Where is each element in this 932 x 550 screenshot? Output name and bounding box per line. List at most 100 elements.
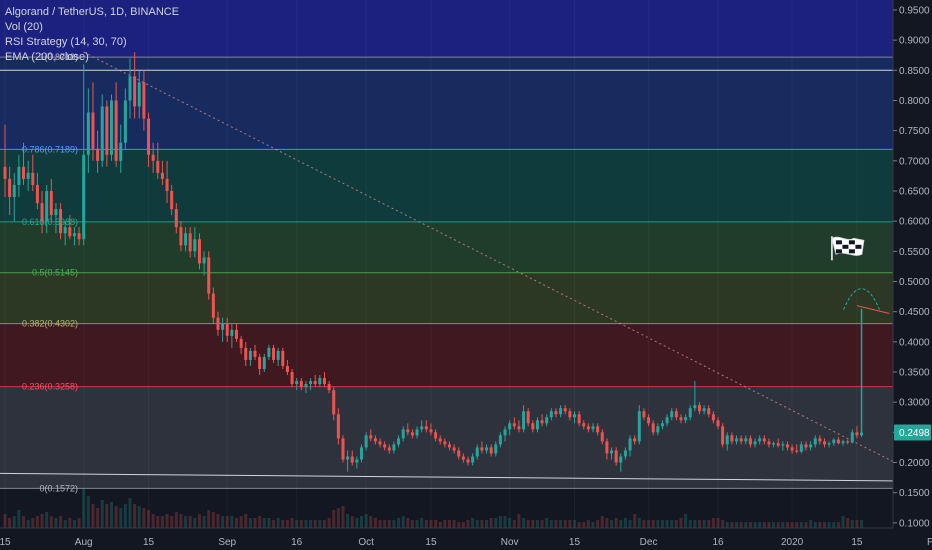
candle[interactable] [693, 381, 697, 412]
candle[interactable] [211, 287, 215, 324]
candle[interactable] [707, 405, 711, 418]
candle[interactable] [420, 420, 424, 433]
candle[interactable] [188, 227, 192, 258]
candle[interactable] [49, 178, 53, 222]
candle[interactable] [35, 172, 39, 210]
candle[interactable] [633, 435, 637, 445]
candle[interactable] [54, 203, 58, 234]
candle[interactable] [559, 405, 563, 418]
candle[interactable] [387, 444, 391, 454]
candle[interactable] [480, 441, 484, 454]
candle[interactable] [424, 420, 428, 433]
candle[interactable] [364, 432, 368, 451]
candle[interactable] [443, 438, 447, 448]
candle[interactable] [813, 435, 817, 448]
candle[interactable] [299, 378, 303, 391]
candle[interactable] [193, 227, 197, 258]
candle[interactable] [355, 456, 359, 469]
candle[interactable] [762, 435, 766, 445]
target-line[interactable] [856, 305, 890, 314]
candle[interactable] [748, 435, 752, 448]
candle[interactable] [3, 124, 7, 198]
candle[interactable] [128, 58, 132, 119]
candle[interactable] [735, 435, 739, 445]
legend-symbol[interactable]: Algorand / TetherUS, 1D, BINANCE [5, 6, 180, 18]
candle[interactable] [235, 323, 238, 342]
candle[interactable] [804, 441, 808, 451]
candle[interactable] [605, 438, 609, 460]
candle[interactable] [855, 426, 859, 439]
candle[interactable] [540, 414, 544, 427]
flag-icon[interactable] [831, 236, 865, 261]
candle[interactable] [799, 441, 803, 454]
candle[interactable] [346, 450, 350, 472]
candle[interactable] [832, 438, 836, 446]
candles[interactable] [3, 52, 864, 472]
candle[interactable] [684, 414, 688, 424]
candle[interactable] [63, 221, 67, 246]
candle[interactable] [285, 359, 289, 376]
candle[interactable] [670, 408, 674, 421]
arc-drawing[interactable] [843, 288, 881, 310]
legend-ema[interactable]: EMA (200, close) [5, 51, 89, 63]
candle[interactable] [313, 375, 317, 388]
candle[interactable] [591, 423, 595, 433]
candle[interactable] [26, 160, 30, 191]
candle[interactable] [841, 439, 845, 446]
candle[interactable] [744, 435, 748, 445]
candle[interactable] [123, 88, 127, 149]
candle[interactable] [96, 130, 100, 173]
candle[interactable] [753, 438, 757, 448]
candle[interactable] [508, 420, 512, 436]
candle[interactable] [730, 432, 734, 445]
candle[interactable] [767, 438, 771, 448]
candle[interactable] [535, 417, 539, 433]
candle[interactable] [401, 426, 405, 442]
candle[interactable] [267, 344, 271, 360]
candle[interactable] [781, 441, 785, 451]
candle[interactable] [628, 435, 632, 457]
candle[interactable] [596, 423, 600, 436]
candle[interactable] [438, 435, 442, 445]
candle[interactable] [350, 450, 354, 466]
candle[interactable] [373, 435, 377, 445]
candle[interactable] [295, 378, 299, 391]
candle[interactable] [86, 88, 90, 173]
candle[interactable] [327, 381, 331, 394]
candle[interactable] [410, 429, 414, 439]
candle[interactable] [485, 444, 489, 454]
candle[interactable] [725, 432, 729, 451]
candle[interactable] [248, 347, 252, 366]
candle[interactable] [489, 444, 493, 457]
candle[interactable] [772, 441, 776, 448]
candle[interactable] [147, 112, 151, 167]
candle[interactable] [461, 453, 465, 463]
candle[interactable] [59, 203, 63, 240]
candle[interactable] [170, 184, 174, 216]
candle[interactable] [688, 405, 692, 421]
candle[interactable] [711, 411, 715, 424]
candle[interactable] [156, 142, 160, 179]
candle[interactable] [610, 447, 614, 460]
candle[interactable] [846, 439, 850, 445]
candle[interactable] [619, 453, 623, 472]
candle[interactable] [230, 323, 234, 348]
candle[interactable] [216, 311, 220, 336]
candle[interactable] [109, 94, 113, 161]
candle[interactable] [179, 221, 183, 252]
candle[interactable] [452, 444, 456, 454]
candle[interactable] [105, 100, 109, 167]
candle[interactable] [336, 408, 340, 445]
candle[interactable] [776, 438, 780, 448]
candle[interactable] [517, 420, 521, 433]
candle[interactable] [447, 441, 451, 451]
candle[interactable] [8, 166, 12, 216]
candle[interactable] [197, 233, 201, 270]
candle[interactable] [656, 423, 660, 436]
candle[interactable] [160, 160, 164, 185]
candle[interactable] [119, 124, 123, 173]
candle[interactable] [457, 447, 461, 460]
candle[interactable] [68, 215, 72, 240]
candle[interactable] [369, 429, 373, 442]
